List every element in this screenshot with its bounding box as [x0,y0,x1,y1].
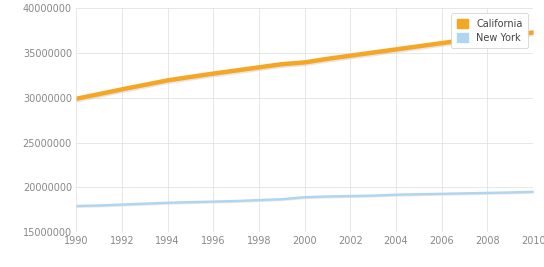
Legend: California, New York: California, New York [451,13,528,48]
